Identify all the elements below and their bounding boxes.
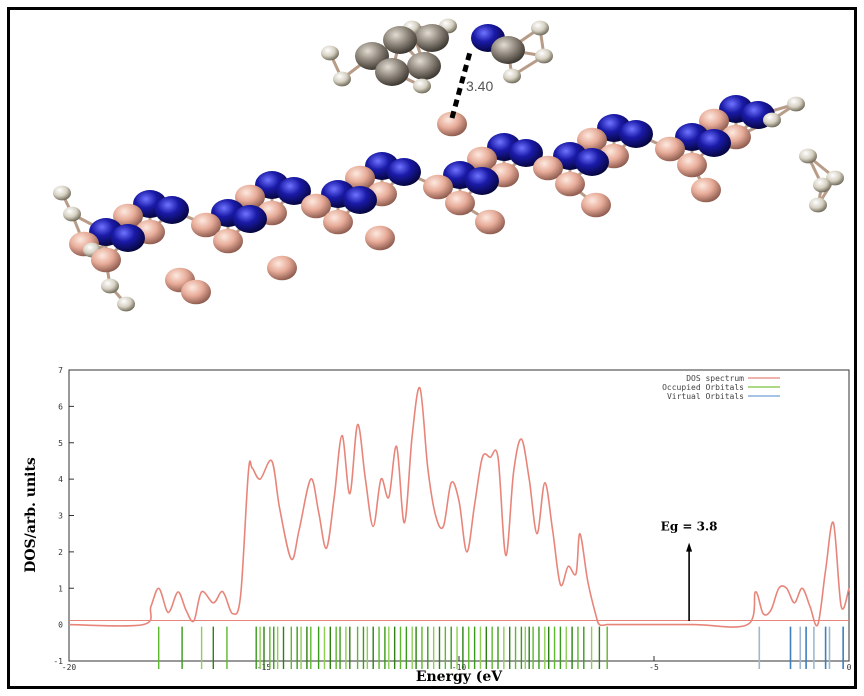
atom-boron — [235, 184, 265, 210]
atom-carbon — [491, 36, 525, 64]
y-tick-label: 0 — [58, 621, 63, 630]
atom-nitrogen — [619, 120, 653, 148]
atom-hydrogen — [826, 170, 844, 186]
atom-nitrogen — [155, 196, 189, 224]
atom-boron — [691, 177, 721, 203]
atom-hydrogen — [763, 112, 781, 128]
x-tick-label: -20 — [62, 663, 77, 672]
y-tick-label: 1 — [58, 584, 63, 593]
occupied-orbital-lines — [157, 626, 608, 669]
atom-nitrogen — [509, 139, 543, 167]
atom-boron — [345, 165, 375, 191]
x-axis-label: Energy (eV — [416, 669, 503, 685]
atom-nitrogen — [465, 167, 499, 195]
atom-nitrogen — [697, 129, 731, 157]
atom-boron — [423, 174, 453, 200]
atom-boron — [181, 279, 211, 305]
atom-hydrogen — [321, 45, 339, 61]
y-tick-label: 5 — [58, 439, 63, 448]
atom-carbon — [407, 52, 441, 80]
y-tick-label: 6 — [58, 402, 63, 411]
legend-label-dos: DOS spectrum — [686, 374, 744, 383]
atom-boron — [113, 203, 143, 229]
distance-label: 3.40 — [466, 78, 493, 94]
y-tick-label: 4 — [58, 475, 63, 484]
x-tick-label: -5 — [649, 663, 659, 672]
y-tick-label: 7 — [58, 366, 63, 375]
legend-label-virtual: Virtual Orbitals — [667, 392, 744, 401]
atom-boron — [577, 127, 607, 153]
atom-boron — [365, 225, 395, 251]
atom-nitrogen — [575, 148, 609, 176]
y-tick-label: -1 — [53, 657, 63, 666]
atom-boron — [323, 209, 353, 235]
atom-boron — [267, 255, 297, 281]
x-tick-label: 0 — [847, 663, 852, 672]
atom-hydrogen — [333, 71, 351, 87]
y-axis-label: DOS/arb. units — [23, 457, 39, 573]
atom-boron — [301, 193, 331, 219]
atoms — [53, 18, 844, 312]
atom-boron — [655, 136, 685, 162]
atom-hydrogen — [799, 148, 817, 164]
y-tick-label: 3 — [58, 512, 63, 521]
atom-hydrogen — [531, 20, 549, 36]
atom-hydrogen — [535, 48, 553, 64]
atom-hydrogen — [101, 278, 119, 294]
atom-boron — [533, 155, 563, 181]
band-gap-annotation: Eg = 3.8 — [661, 520, 718, 621]
x-tick-label: -10 — [452, 663, 467, 672]
atom-boron — [475, 209, 505, 235]
atom-hydrogen — [117, 296, 135, 312]
atom-boron — [191, 212, 221, 238]
molecule-structure: 3.40 — [53, 18, 844, 312]
atom-boron — [467, 146, 497, 172]
virtual-orbital-lines — [758, 626, 844, 669]
atom-hydrogen — [413, 78, 431, 94]
atom-carbon — [383, 26, 417, 54]
atom-boron — [437, 111, 467, 137]
atom-nitrogen — [233, 205, 267, 233]
atom-carbon — [415, 24, 449, 52]
plot-area — [68, 369, 850, 662]
atom-hydrogen — [787, 96, 805, 112]
atom-hydrogen — [813, 177, 831, 193]
atom-boron — [677, 152, 707, 178]
atom-nitrogen — [343, 186, 377, 214]
atom-boron — [581, 192, 611, 218]
atom-boron — [699, 108, 729, 134]
atom-hydrogen — [809, 197, 827, 213]
band-gap-arrowhead — [686, 542, 693, 552]
legend: DOS spectrum Occupied Orbitals Virtual O… — [662, 374, 780, 401]
atom-boron — [555, 171, 585, 197]
atom-nitrogen — [387, 158, 421, 186]
atom-hydrogen — [53, 185, 71, 201]
atom-nitrogen — [277, 177, 311, 205]
band-gap-label: Eg = 3.8 — [661, 520, 718, 534]
atom-boron — [213, 228, 243, 254]
atom-hydrogen — [503, 68, 521, 84]
atom-hydrogen — [63, 206, 81, 222]
atom-boron — [91, 247, 121, 273]
y-tick-label: 2 — [58, 548, 63, 557]
atom-carbon — [375, 58, 409, 86]
atom-nitrogen — [111, 224, 145, 252]
dos-spectrum-line — [68, 386, 850, 628]
atom-boron — [445, 190, 475, 216]
legend-label-occupied: Occupied Orbitals — [662, 383, 744, 392]
